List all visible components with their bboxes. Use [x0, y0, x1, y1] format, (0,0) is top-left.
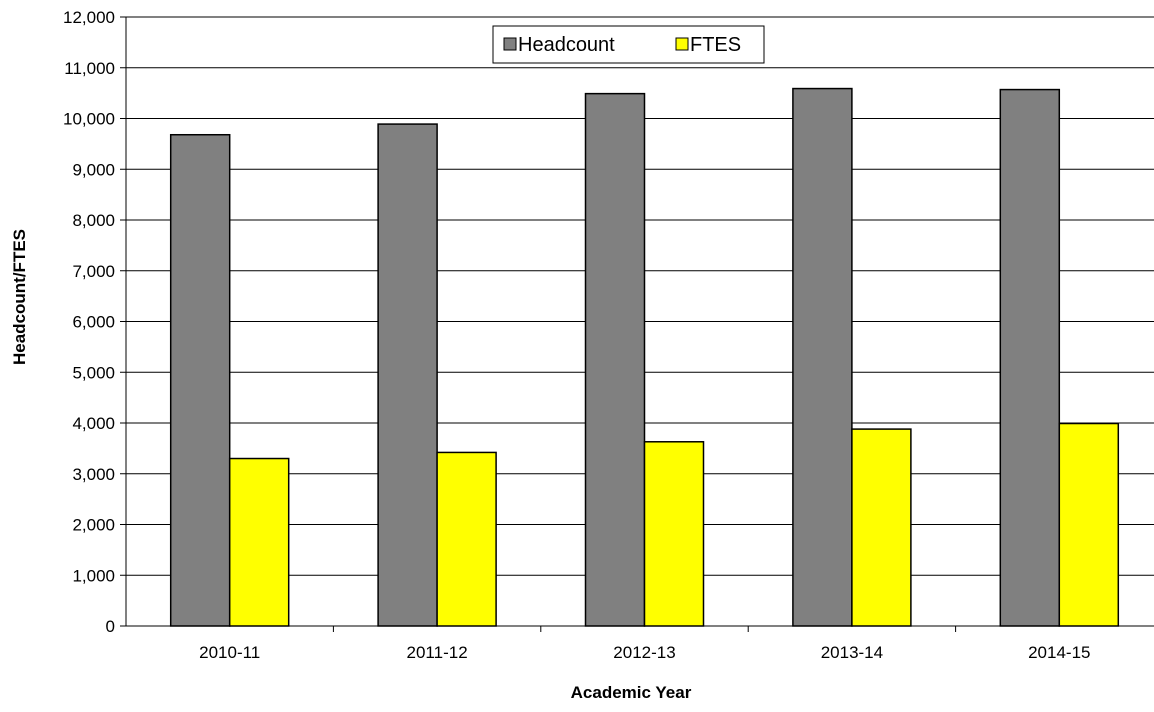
- bars: [169, 87, 1120, 627]
- bar-ftes-2011-12: [436, 451, 497, 627]
- legend-swatch-ftes: [675, 37, 689, 51]
- x-tick-label: 2013-14: [821, 643, 883, 662]
- y-axis-title: Headcount/FTES: [10, 229, 29, 365]
- x-tick-label: 2014-15: [1028, 643, 1090, 662]
- x-axis-title: Academic Year: [571, 683, 692, 702]
- bar-headcount-2013-14: [792, 87, 853, 627]
- bar-ftes-2010-11: [228, 457, 290, 627]
- legend-label-ftes: FTES: [690, 34, 741, 56]
- bar-headcount-2012-13: [584, 92, 646, 627]
- y-tick-label: 7,000: [72, 262, 115, 281]
- y-tick-label: 10,000: [63, 110, 115, 129]
- y-tick-label: 0: [106, 617, 115, 636]
- y-tick-label: 4,000: [72, 414, 115, 433]
- bar-ftes-2014-15: [1058, 422, 1120, 627]
- legend-swatch-headcount: [503, 37, 517, 51]
- y-tick-label: 3,000: [72, 465, 115, 484]
- x-tick-labels: 2010-11 2011-12 2012-13 2013-14 2014-15: [199, 643, 1090, 662]
- legend-label-headcount: Headcount: [518, 34, 615, 56]
- y-tick-label: 8,000: [72, 211, 115, 230]
- y-tick-labels: 0 1,000 2,000 3,000 4,000 5,000 6,000 7,000 8,00…: [63, 8, 115, 636]
- y-tick-label: 6,000: [72, 313, 115, 332]
- bar-ftes-2012-13: [643, 441, 705, 627]
- y-tick-label: 5,000: [72, 363, 115, 382]
- y-tick-label: 2,000: [72, 516, 115, 535]
- bar-headcount-2014-15: [999, 88, 1061, 627]
- y-tick-label: 12,000: [63, 8, 115, 27]
- bar-headcount-2011-12: [377, 123, 438, 627]
- bar-headcount-2010-11: [169, 133, 231, 627]
- legend: Headcount FTES: [492, 25, 765, 64]
- x-tick-label: 2011-12: [407, 643, 468, 662]
- axes: [120, 16, 1154, 632]
- x-tick-label: 2010-11: [199, 643, 260, 662]
- legend-box: [492, 25, 765, 64]
- bar-ftes-2013-14: [851, 428, 912, 627]
- y-tick-label: 1,000: [72, 566, 115, 585]
- x-tick-label: 2012-13: [613, 643, 675, 662]
- y-tick-label: 9,000: [72, 160, 115, 179]
- y-tick-label: 11,000: [64, 59, 115, 78]
